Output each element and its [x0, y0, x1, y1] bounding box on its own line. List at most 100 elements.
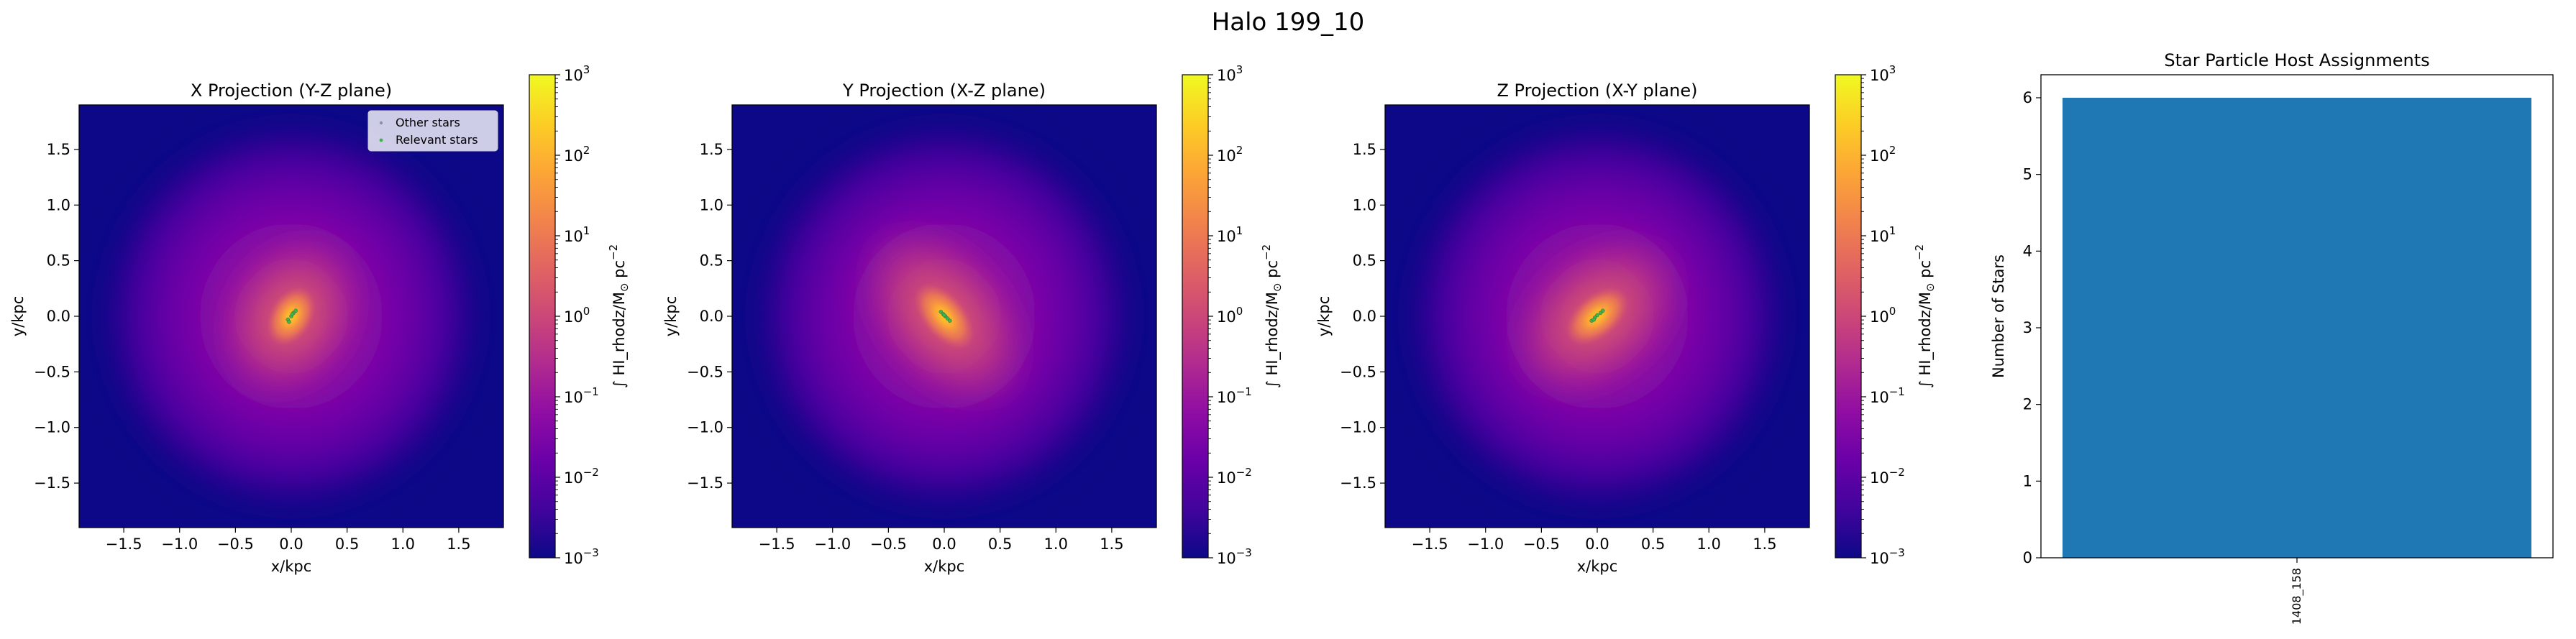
y-tick-label: −0.5	[687, 363, 723, 380]
colorbar-tick-label: 10−1	[1217, 385, 1252, 406]
colorbar-gradient	[1835, 75, 1861, 558]
x-tick-label: 1.5	[447, 535, 470, 553]
y-tick-label: 1	[2023, 472, 2032, 489]
x-tick-label: −0.5	[1523, 535, 1560, 553]
y-axis-label: Number of Stars	[1990, 254, 2007, 378]
relevant-star	[1600, 308, 1605, 313]
panel-title: Z Projection (X-Y plane)	[1497, 81, 1697, 101]
colorbar-tick-label: 103	[1217, 63, 1243, 84]
y-tick-label: −0.5	[1340, 363, 1376, 380]
relevant-star	[942, 313, 946, 318]
colorbar-tick-label: 102	[1870, 144, 1896, 165]
y-tick-label: 1.5	[700, 141, 723, 158]
y-tick-label: 0.5	[1353, 252, 1376, 270]
y-axis-label: y/kpc	[9, 296, 27, 337]
heatmap-image	[732, 105, 1156, 528]
plot-frame	[2040, 74, 2554, 558]
colorbar-tick-label: 102	[1217, 144, 1243, 165]
heatmap-panel-3: Z Projection (X-Y plane) −1.5 −1.0 −0.5 0.0 0…	[1315, 63, 1937, 575]
x-tick-label: 0.5	[1641, 535, 1665, 553]
x-axis-label: x/kpc	[1577, 558, 1618, 575]
x-tick-label: 1.0	[391, 535, 415, 553]
y-tick-label: 5	[2023, 166, 2032, 183]
y-axis-label: y/kpc	[1315, 296, 1333, 337]
y-tick-label: 0.0	[1353, 308, 1376, 325]
legend-marker-other	[379, 121, 383, 125]
x-tick-label: −1.5	[1412, 535, 1448, 553]
relevant-star	[287, 319, 291, 324]
colorbar-gradient	[529, 75, 555, 558]
y-tick-label: 1.5	[1353, 141, 1376, 158]
legend-box	[367, 110, 498, 152]
colorbar-tick-label: 100	[564, 305, 590, 326]
x-tick-label: −1.5	[106, 535, 142, 553]
y-tick-label: 0.5	[700, 252, 723, 270]
colorbar-tick-label: 100	[1217, 305, 1243, 326]
bar-chart-panel: Star Particle Host Assignments 1408_158 0 1…	[1990, 50, 2554, 625]
colorbar-label: ∫ HI_rhodz/M⊙ pc−2	[607, 244, 631, 388]
colorbar-tick-label: 103	[1870, 63, 1896, 84]
colorbar: 103 102 101 100 10−1 10−2 10−3 ∫ HI_rhodz/M⊙ pc…	[529, 63, 631, 567]
colorbar-label: ∫ HI_rhodz/M⊙ pc−2	[1260, 244, 1284, 388]
bar	[2063, 98, 2531, 558]
x-tick-label: −1.5	[759, 535, 795, 553]
colorbar-gradient	[1182, 75, 1208, 558]
legend: Other stars Relevant stars	[367, 110, 498, 152]
y-tick-label: 4	[2023, 242, 2032, 259]
colorbar: 103 102 101 100 10−1 10−2 10−3 ∫ HI_rhodz/M⊙ pc…	[1182, 63, 1284, 567]
y-tick-label: 1.0	[47, 196, 70, 213]
y-tick-label: 0.5	[47, 252, 70, 270]
y-tick-label: −1.5	[34, 474, 70, 492]
x-tick-label: −0.5	[217, 535, 254, 553]
x-tick-label: −1.0	[1467, 535, 1504, 553]
colorbar-tick-label: 10−1	[1870, 385, 1905, 406]
y-tick-label: −1.5	[687, 474, 723, 492]
y-tick-label: 6	[2023, 89, 2032, 106]
legend-marker-relevant	[379, 138, 383, 142]
x-tick-label: 0.0	[932, 535, 956, 553]
x-tick-label: 0.0	[1585, 535, 1609, 553]
relevant-star	[1595, 313, 1599, 318]
colorbar-tick-label: 102	[564, 144, 590, 165]
colorbar-tick-label: 10−1	[564, 385, 599, 406]
relevant-star	[290, 312, 295, 316]
y-tick-label: −1.0	[1340, 419, 1376, 436]
x-tick-label: 1.0	[1697, 535, 1721, 553]
x-axis-label: x/kpc	[271, 558, 312, 575]
x-axis-label: x/kpc	[924, 558, 965, 575]
x-tick-label: −1.0	[161, 535, 198, 553]
x-tick-label: 1.5	[1753, 535, 1776, 553]
y-tick-label: 0	[2023, 549, 2032, 566]
colorbar-tick-label: 10−2	[564, 466, 599, 487]
y-tick-label: 0.0	[700, 308, 723, 325]
y-tick-label: 1.0	[1353, 196, 1376, 213]
y-tick-label: 1.0	[700, 196, 723, 213]
x-tick-label: −1.0	[814, 535, 851, 553]
colorbar: 103 102 101 100 10−1 10−2 10−3 ∫ HI_rhodz/M⊙ pc…	[1835, 63, 1937, 567]
heatmap-panel-2: Y Projection (X-Z plane) −1.5 −1.0 −0.5 0.0 0…	[662, 63, 1284, 575]
colorbar-tick-label: 10−3	[1217, 546, 1252, 567]
y-tick-label: −1.5	[1340, 474, 1376, 492]
x-tick-label: 0.0	[279, 535, 303, 553]
y-tick-label: 1.5	[47, 141, 70, 158]
colorbar-tick-label: 10−2	[1870, 466, 1905, 487]
legend-label-relevant: Relevant stars	[396, 133, 478, 147]
y-tick-label: 3	[2023, 319, 2032, 336]
panel-title: Y Projection (X-Z plane)	[842, 81, 1046, 101]
colorbar-tick-label: 10−3	[564, 546, 599, 567]
x-tick-label: 0.5	[988, 535, 1012, 553]
y-axis-label: y/kpc	[662, 296, 680, 337]
relevant-star	[293, 308, 298, 313]
relevant-star	[947, 318, 952, 323]
colorbar-tick-label: 10−3	[1870, 546, 1905, 567]
y-tick-label: −1.0	[34, 419, 70, 436]
y-tick-label: −0.5	[34, 363, 70, 380]
heatmap-image	[79, 105, 503, 528]
y-tick-label: −1.0	[687, 419, 723, 436]
y-tick-label: 2	[2023, 396, 2032, 413]
colorbar-tick-label: 100	[1870, 305, 1896, 326]
legend-label-other: Other stars	[396, 116, 460, 129]
x-tick-label: 1408_158	[2290, 568, 2304, 625]
colorbar-tick-label: 101	[564, 224, 590, 245]
colorbar-tick-label: 103	[564, 63, 590, 84]
